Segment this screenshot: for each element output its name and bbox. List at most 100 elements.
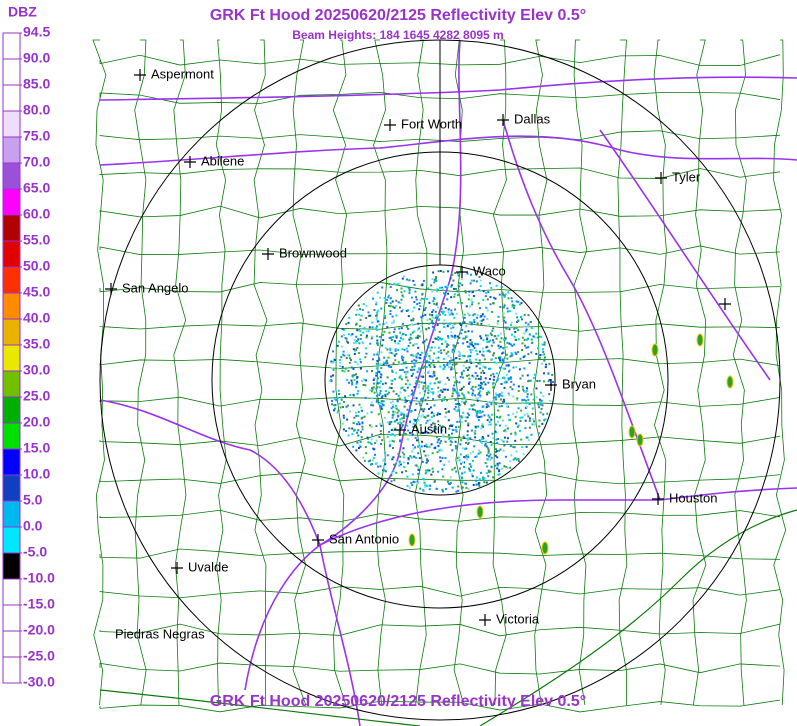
echo-pixel <box>415 402 418 405</box>
echo-pixel <box>533 423 536 426</box>
echo-pixel <box>375 327 378 329</box>
echo-pixel <box>389 349 392 352</box>
echo-pixel <box>404 396 407 399</box>
echo-pixel <box>441 342 443 345</box>
echo-pixel <box>417 472 420 475</box>
echo-pixel <box>427 391 430 394</box>
echo-pixel <box>408 431 411 434</box>
echo-pixel <box>456 335 459 338</box>
echo-pixel <box>427 385 430 388</box>
echo-pixel <box>382 464 385 467</box>
echo-pixel <box>431 392 434 395</box>
echo-pixel <box>490 418 493 421</box>
echo-pixel <box>468 382 470 385</box>
echo-pixel <box>442 433 445 436</box>
highway <box>244 39 462 691</box>
echo-pixel <box>391 369 394 372</box>
echo-pixel <box>380 396 383 399</box>
coastline <box>99 509 797 726</box>
echo-pixel <box>381 403 384 406</box>
echo-pixel <box>470 341 473 344</box>
echo-pixel <box>436 306 439 309</box>
echo-pixel <box>451 392 454 395</box>
echo-pixel <box>341 365 344 368</box>
echo-pixel <box>366 370 369 373</box>
echo-pixel <box>481 353 484 356</box>
echo-pixel <box>456 459 459 462</box>
echo-pixel <box>526 395 529 398</box>
echo-pixel <box>431 314 434 317</box>
echo-pixel <box>356 376 359 378</box>
echo-pixel <box>462 435 465 438</box>
echo-pixel <box>389 443 391 446</box>
echo-pixel <box>517 338 520 341</box>
echo-pixel <box>365 305 368 308</box>
echo-pixel <box>464 361 467 364</box>
echo-pixel <box>391 315 394 318</box>
echo-pixel <box>444 415 447 418</box>
echo-pixel <box>372 358 374 361</box>
echo-pixel <box>463 321 466 324</box>
echo-pixel <box>526 436 529 439</box>
echo-pixel <box>420 351 423 354</box>
echo-pixel <box>452 387 455 390</box>
echo-pixel <box>447 378 450 381</box>
echo-pixel <box>508 369 511 372</box>
echo-pixel <box>413 368 416 371</box>
echo-pixel <box>487 381 490 384</box>
echo-pixel <box>421 461 424 463</box>
echo-pixel <box>399 337 402 340</box>
echo-pixel <box>402 333 404 336</box>
echo-pixel <box>492 373 495 376</box>
legend-swatch <box>3 605 20 631</box>
echo-pixel <box>492 354 495 357</box>
echo-pixel <box>458 350 460 353</box>
city-marker <box>171 562 183 574</box>
echo-pixel <box>499 366 501 369</box>
city-label: Austin <box>411 421 447 436</box>
echo-pixel <box>405 347 408 350</box>
echo-pixel <box>516 426 519 428</box>
echo-pixel <box>437 350 440 353</box>
echo-pixel <box>454 405 457 408</box>
echo-pixel <box>403 466 406 469</box>
echo-pixel <box>542 348 544 351</box>
echo-pixel <box>439 380 442 383</box>
echo-pixel <box>364 384 367 387</box>
echo-pixel <box>504 337 507 340</box>
echo-pixel <box>489 282 491 285</box>
echo-pixel <box>378 358 381 361</box>
echo-pixel <box>540 399 543 402</box>
echo-pixel <box>463 437 466 439</box>
echo-pixel <box>405 470 407 473</box>
echo-pixel <box>428 469 431 472</box>
echo-pixel <box>501 293 504 296</box>
echo-pixel <box>330 379 333 381</box>
echo-pixel <box>502 306 505 309</box>
echo-pixel <box>337 409 340 412</box>
echo-pixel <box>464 290 467 292</box>
echo-pixel <box>487 401 489 404</box>
echo-pixel <box>411 331 414 334</box>
echo-pixel <box>481 438 484 440</box>
echo-pixel <box>376 342 379 345</box>
echo-pixel <box>461 447 464 450</box>
echo-pixel <box>379 363 382 366</box>
echo-pixel <box>380 442 383 445</box>
echo-pixel <box>415 336 418 339</box>
echo-pixel <box>448 427 451 430</box>
echo-pixel <box>481 369 484 372</box>
echo-pixel <box>387 304 390 307</box>
echo-pixel <box>434 316 437 319</box>
echo-pixel <box>489 453 492 456</box>
echo-pixel <box>499 448 502 451</box>
echo-pixel <box>356 392 359 395</box>
echo-pixel <box>457 456 460 459</box>
echo-pixel <box>520 438 523 441</box>
echo-pixel <box>458 404 461 407</box>
echo-pixel <box>399 391 402 394</box>
echo-pixel <box>488 455 491 458</box>
echo-pixel <box>370 337 373 340</box>
echo-pixel <box>370 443 373 446</box>
echo-pixel <box>444 457 447 460</box>
